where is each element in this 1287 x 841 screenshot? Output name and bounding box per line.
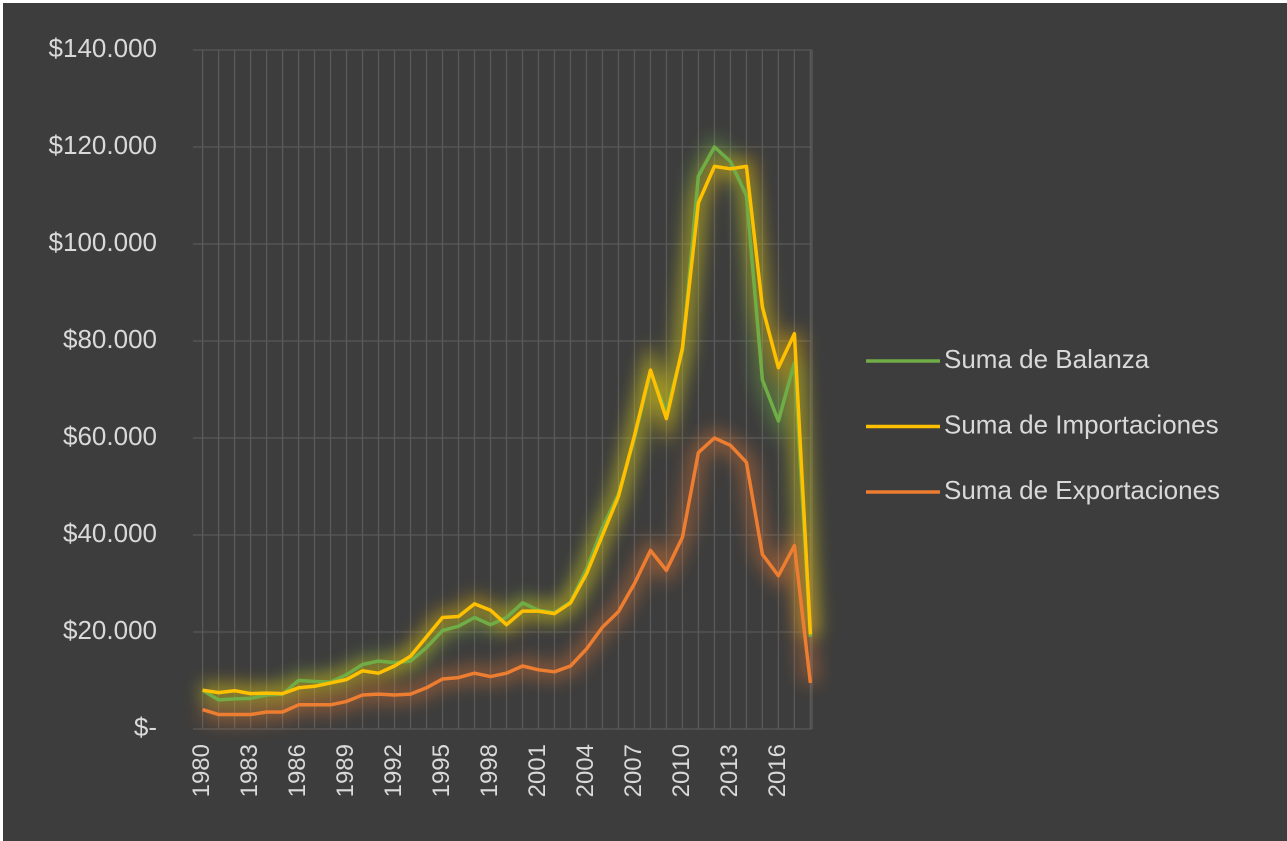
x-tick-label: 1980 (188, 744, 215, 797)
y-tick-label: $60.000 (63, 421, 157, 451)
x-tick-label: 2016 (764, 744, 791, 797)
y-tick-label: $- (134, 712, 157, 742)
y-tick-label: $100.000 (49, 227, 157, 257)
x-tick-label: 2004 (572, 744, 599, 797)
y-tick-label: $40.000 (63, 518, 157, 548)
x-tick-label: 1986 (284, 744, 311, 797)
x-tick-label: 1989 (332, 744, 359, 797)
x-tick-label: 2013 (716, 744, 743, 797)
line (202, 436, 813, 717)
y-tick-label: $140.000 (49, 33, 157, 63)
y-tick-label: $20.000 (63, 615, 157, 645)
line (202, 164, 813, 696)
x-tick-label: 2010 (668, 744, 695, 797)
x-tick-label: 2001 (524, 744, 551, 797)
x-tick-label: 2007 (620, 744, 647, 797)
legend-label: Suma de Exportaciones (944, 475, 1220, 505)
x-tick-label: 1995 (428, 744, 455, 797)
line (201, 145, 813, 702)
legend-label: Suma de Balanza (944, 344, 1150, 374)
x-tick-label: 1983 (236, 744, 263, 797)
x-tick-label: 1992 (380, 744, 407, 797)
legend-label: Suma de Importaciones (944, 409, 1219, 439)
x-tick-label: 1998 (476, 744, 503, 797)
y-tick-label: $80.000 (63, 324, 157, 354)
y-tick-label: $120.000 (49, 130, 157, 160)
